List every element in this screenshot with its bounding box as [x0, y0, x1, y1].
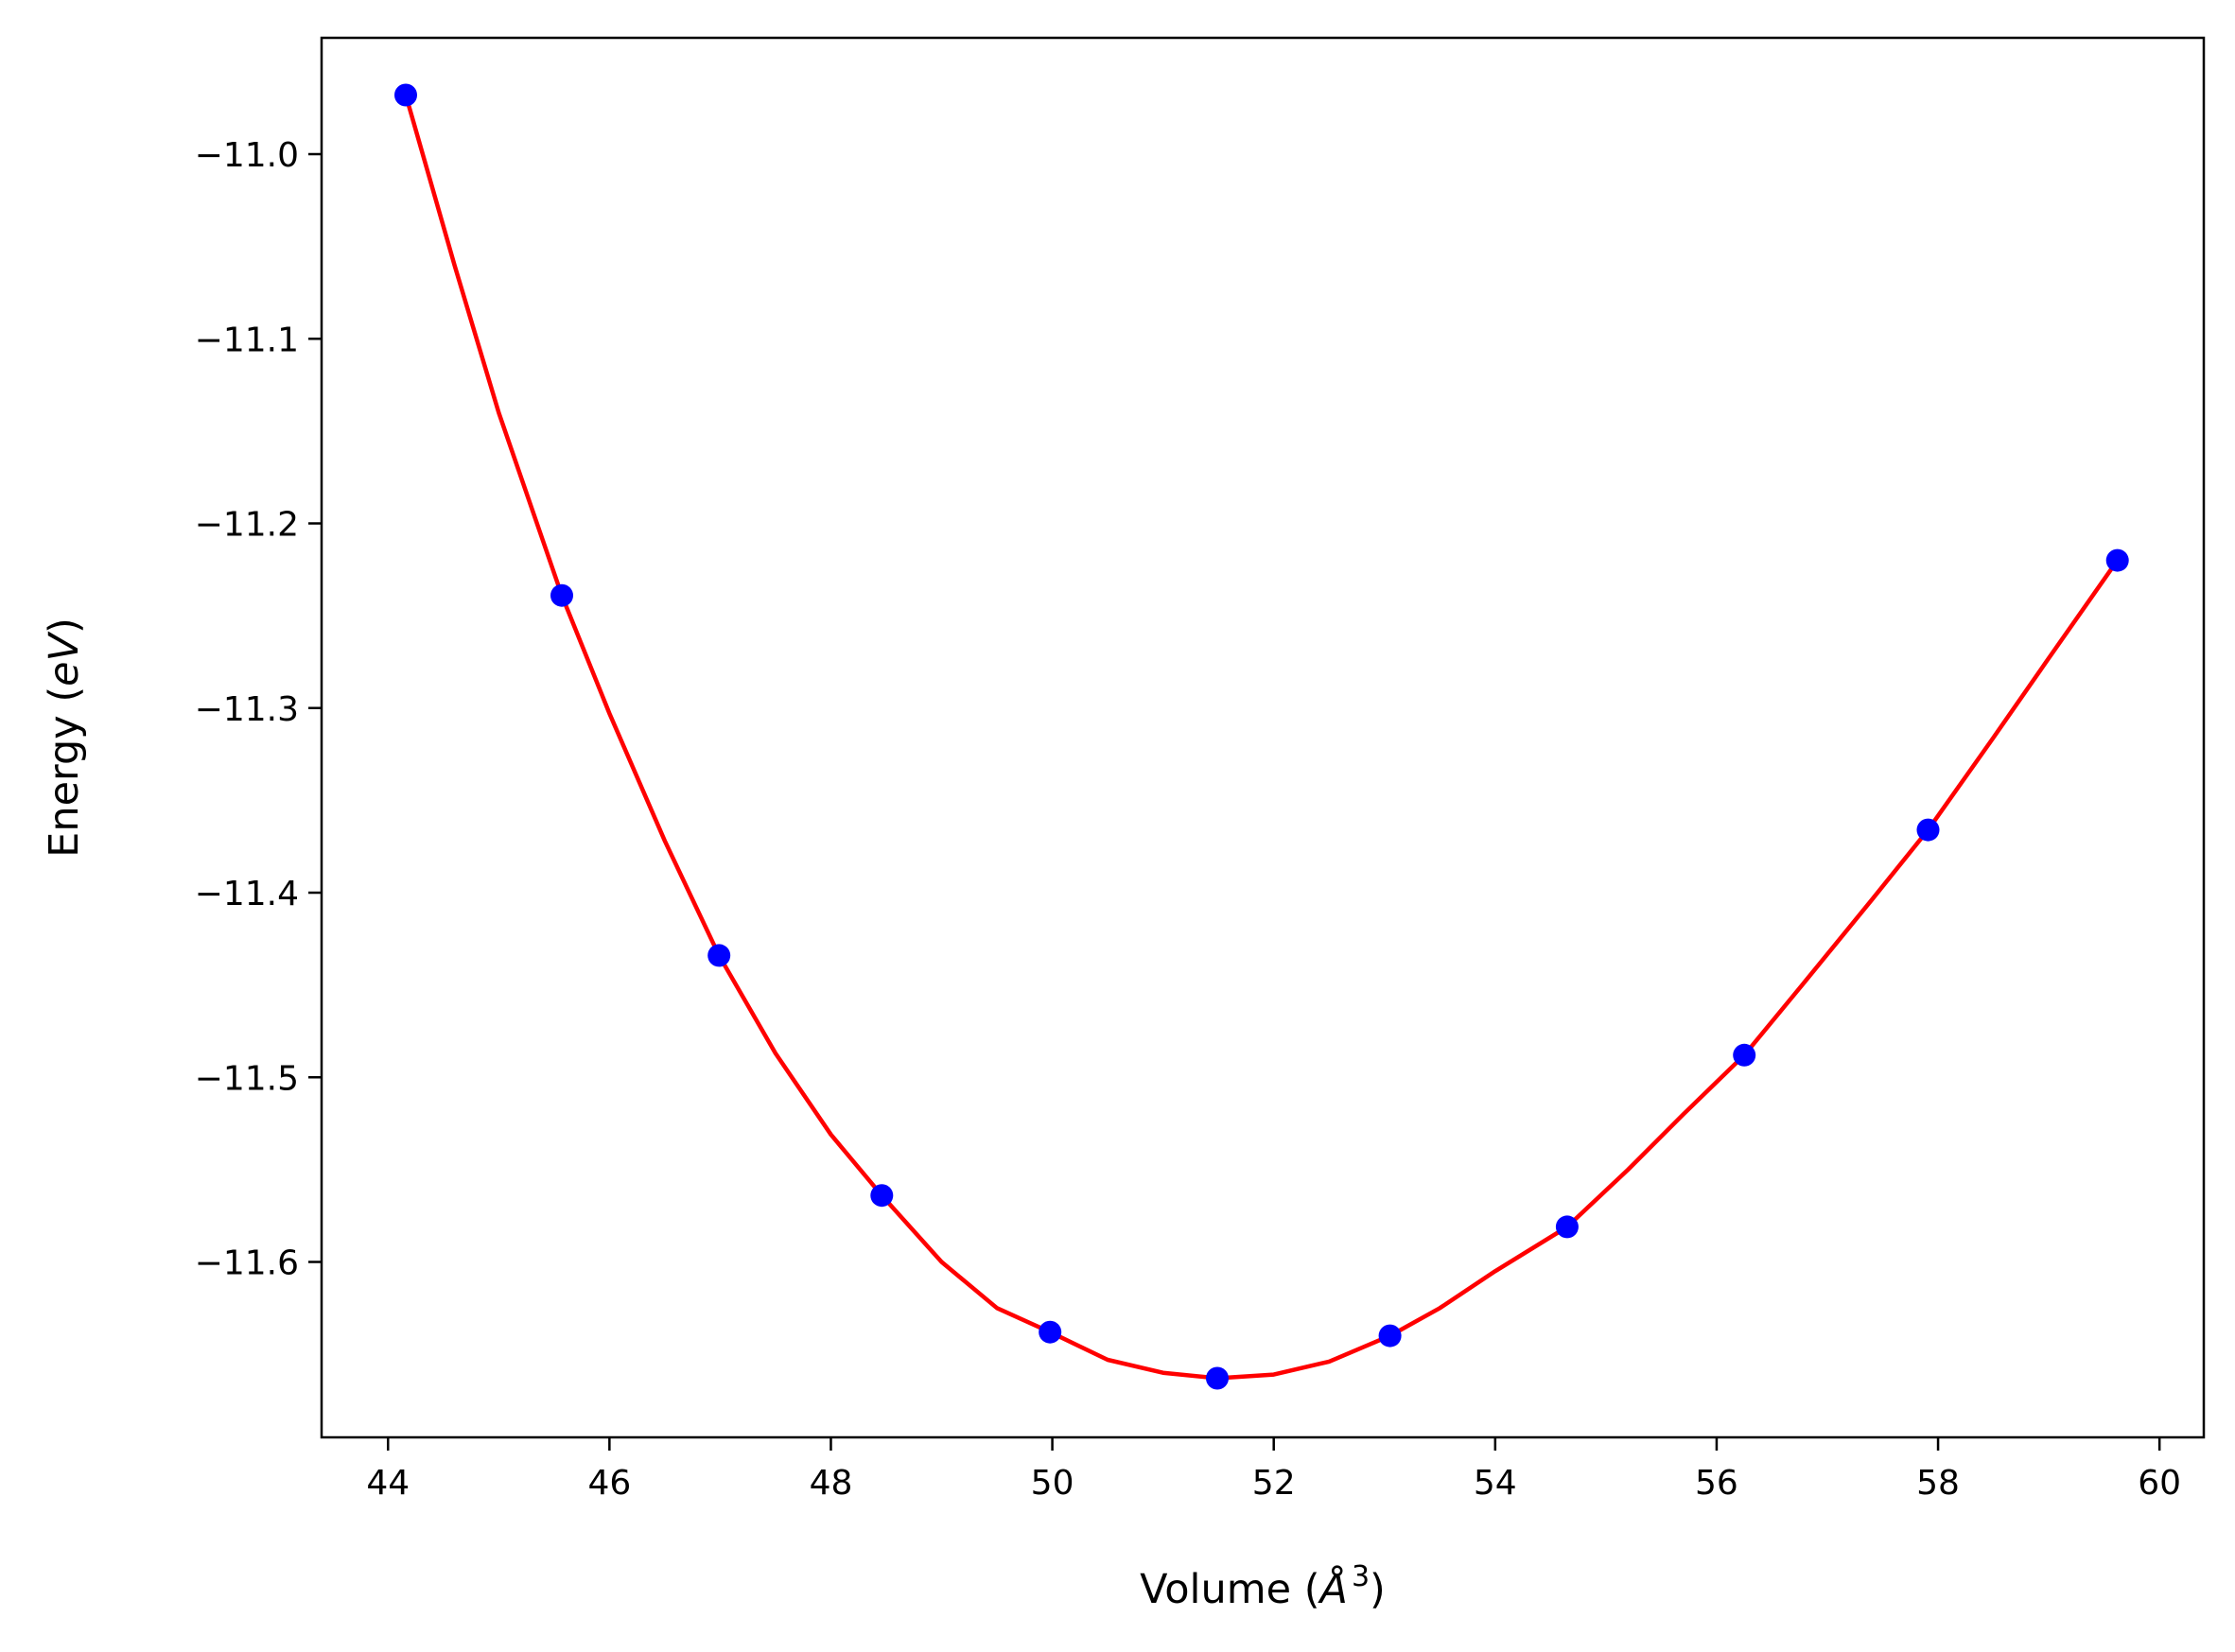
x-tick-label: 52: [1252, 1464, 1296, 1503]
data-point: [1555, 1215, 1579, 1239]
series-layer: [394, 83, 2129, 1390]
y-axis-label: Energy (eV): [41, 617, 88, 858]
plot-background: [322, 38, 2204, 1437]
x-tick-label: 54: [1474, 1464, 1517, 1503]
data-point: [1206, 1366, 1229, 1390]
data-point: [707, 944, 731, 967]
data-point: [2105, 548, 2129, 572]
x-tick-label: 60: [2138, 1464, 2181, 1503]
data-point: [870, 1184, 894, 1208]
x-tick-label: 50: [1031, 1464, 1074, 1503]
x-axis-label: Volume (Å 3): [1140, 1560, 1386, 1613]
y-tick-label: −11.3: [195, 690, 299, 729]
data-point: [550, 583, 573, 607]
x-tick-label: 58: [1916, 1464, 1960, 1503]
x-tick-label: 46: [587, 1464, 631, 1503]
y-tick-label: −11.2: [195, 506, 299, 545]
data-point: [1039, 1320, 1062, 1344]
y-tick-label: −11.0: [195, 136, 299, 175]
plot-frame: [320, 36, 2206, 1439]
y-tick-label: −11.5: [195, 1059, 299, 1098]
x-tick-label: 56: [1695, 1464, 1738, 1503]
tick-layer: 44 46 48 50 52 54 56 58 60 −11.6 −11.5 −11.4 −11.3 −1…: [195, 136, 2181, 1503]
data-point: [1916, 818, 1940, 842]
y-tick-label: −11.6: [195, 1244, 299, 1283]
y-tick-label: −11.4: [195, 875, 299, 913]
data-point: [1733, 1043, 1756, 1067]
data-point: [394, 83, 417, 107]
x-tick-label: 44: [366, 1464, 410, 1503]
data-point: [1378, 1324, 1402, 1348]
x-tick-label: 48: [810, 1464, 853, 1503]
y-tick-label: −11.1: [195, 321, 299, 359]
